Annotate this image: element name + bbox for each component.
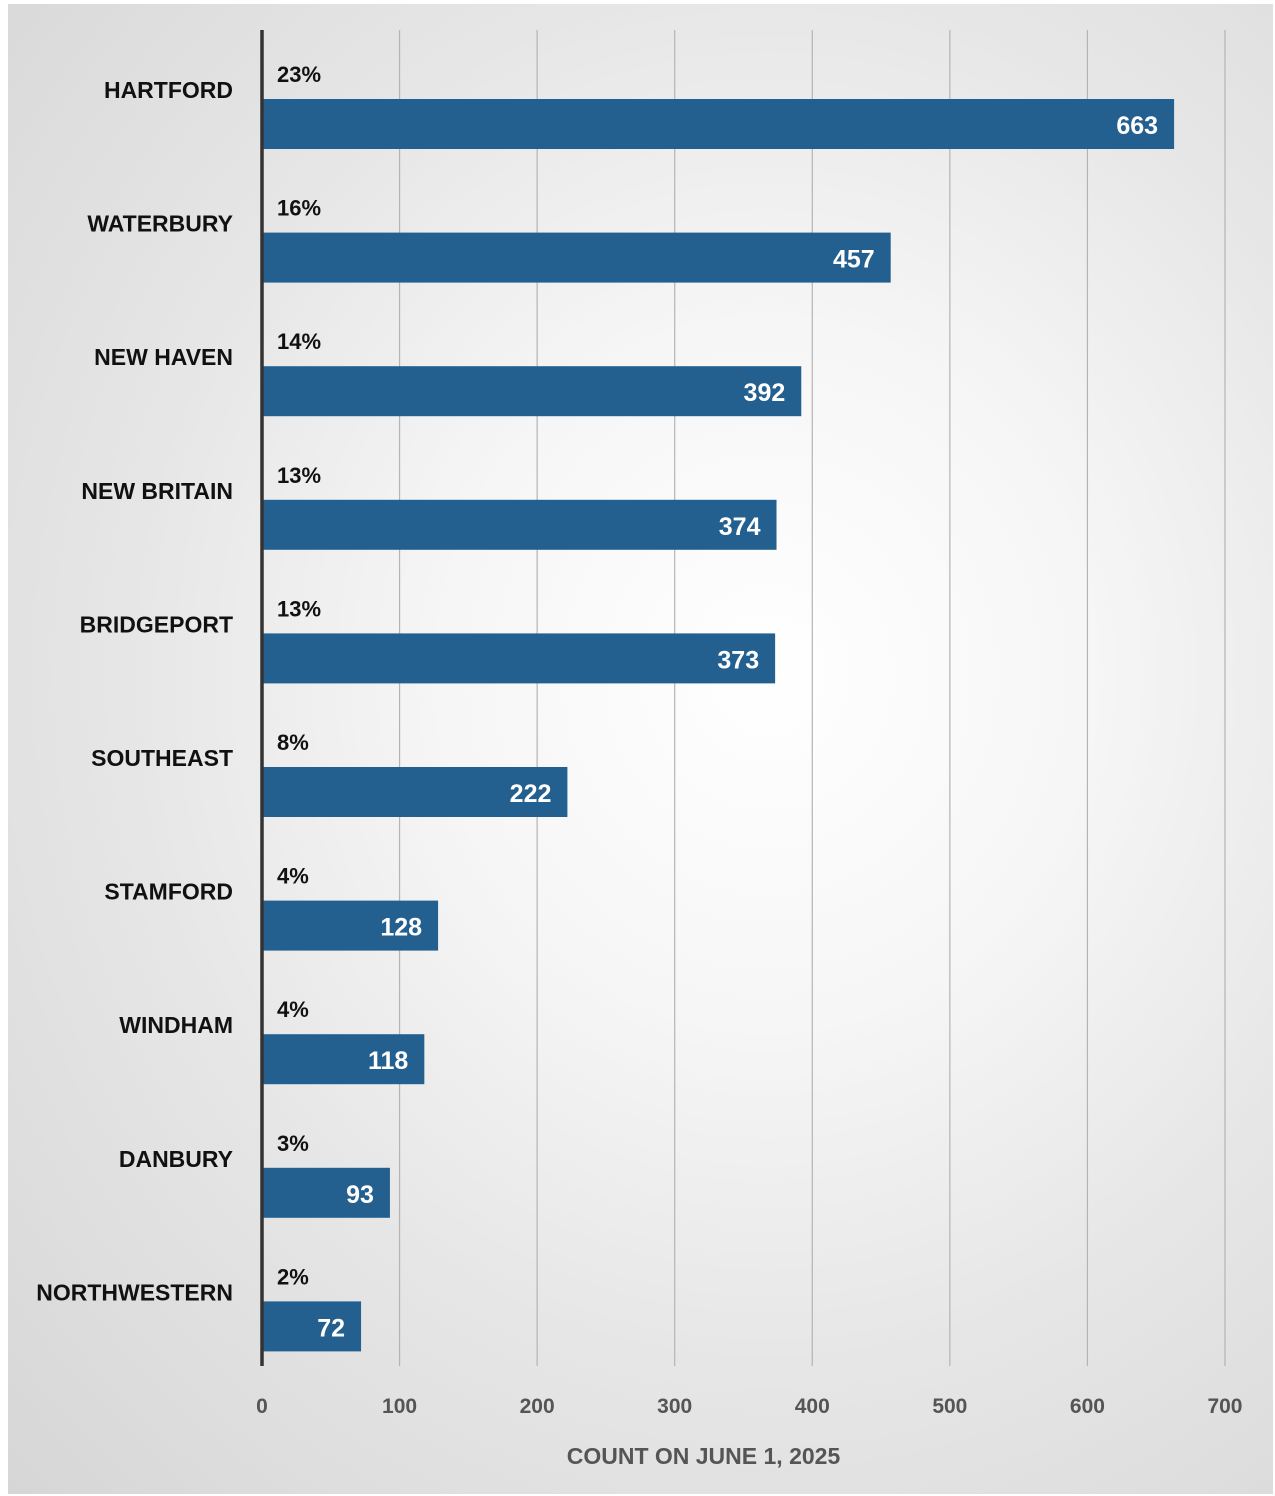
percent-label: 4% (277, 864, 309, 889)
x-tick-label-100: 100 (382, 1395, 417, 1418)
x-axis-title: COUNT ON JUNE 1, 2025 (567, 1443, 841, 1469)
bar-southeast (262, 767, 568, 817)
value-label: 72 (317, 1314, 345, 1342)
category-label: SOUTHEAST (91, 745, 233, 771)
category-label: HARTFORD (104, 77, 233, 103)
category-label: WINDHAM (119, 1012, 233, 1038)
bar-stamford (262, 900, 439, 951)
category-label: NORTHWESTERN (36, 1279, 233, 1305)
x-axis-ticks: 0 100 200 300 400 500 600 700 (256, 1395, 1242, 1418)
value-label: 118 (368, 1047, 408, 1075)
labels: HARTFORD 23% 663 WATERBURY 16% 457 NEW HAVEN 14… (36, 62, 1158, 1342)
x-tick-label-600: 600 (1070, 1395, 1105, 1418)
percent-label: 2% (277, 1264, 309, 1289)
percent-label: 13% (277, 463, 321, 488)
percent-label: 4% (277, 997, 309, 1022)
value-label: 128 (380, 914, 422, 942)
bar-chart: HARTFORD 23% 663 WATERBURY 16% 457 NEW HAVEN 14… (36, 30, 1243, 1469)
bar-northwestern (262, 1301, 362, 1352)
percent-label: 3% (277, 1131, 309, 1156)
x-tick-label-700: 700 (1207, 1395, 1242, 1418)
percent-label: 23% (277, 62, 321, 87)
bar-danbury (262, 1167, 390, 1218)
bar-new-britain (262, 499, 777, 550)
value-label: 457 (833, 246, 875, 274)
x-tick-label-0: 0 (256, 1395, 268, 1418)
gridlines (398, 30, 1226, 1366)
category-label: BRIDGEPORT (80, 611, 233, 637)
bars (262, 99, 1175, 1352)
bar-windham (262, 1034, 425, 1085)
x-tick-label-200: 200 (520, 1395, 555, 1418)
percent-label: 16% (277, 196, 321, 221)
percent-label: 8% (277, 730, 309, 755)
bar-new-haven (262, 366, 802, 417)
value-label: 93 (346, 1181, 374, 1209)
category-label: DANBURY (119, 1146, 233, 1172)
x-tick-label-400: 400 (795, 1395, 830, 1418)
value-label: 373 (717, 646, 759, 674)
category-label: NEW BRITAIN (81, 478, 233, 504)
bar-waterbury (262, 232, 891, 283)
value-label: 222 (510, 780, 552, 808)
category-label: STAMFORD (104, 879, 233, 905)
percent-label: 14% (277, 329, 321, 354)
value-label: 374 (719, 513, 761, 541)
value-label: 392 (744, 379, 786, 407)
category-label: WATERBURY (87, 211, 233, 237)
x-tick-label-500: 500 (932, 1395, 967, 1418)
percent-label: 13% (277, 596, 321, 621)
bar-bridgeport (262, 633, 776, 684)
chart-area: HARTFORD 23% 663 WATERBURY 16% 457 NEW HAVEN 14… (8, 4, 1273, 1494)
x-tick-label-300: 300 (657, 1395, 692, 1418)
category-label: NEW HAVEN (94, 344, 233, 370)
value-label: 663 (1116, 112, 1158, 140)
bar-hartford (262, 99, 1175, 149)
